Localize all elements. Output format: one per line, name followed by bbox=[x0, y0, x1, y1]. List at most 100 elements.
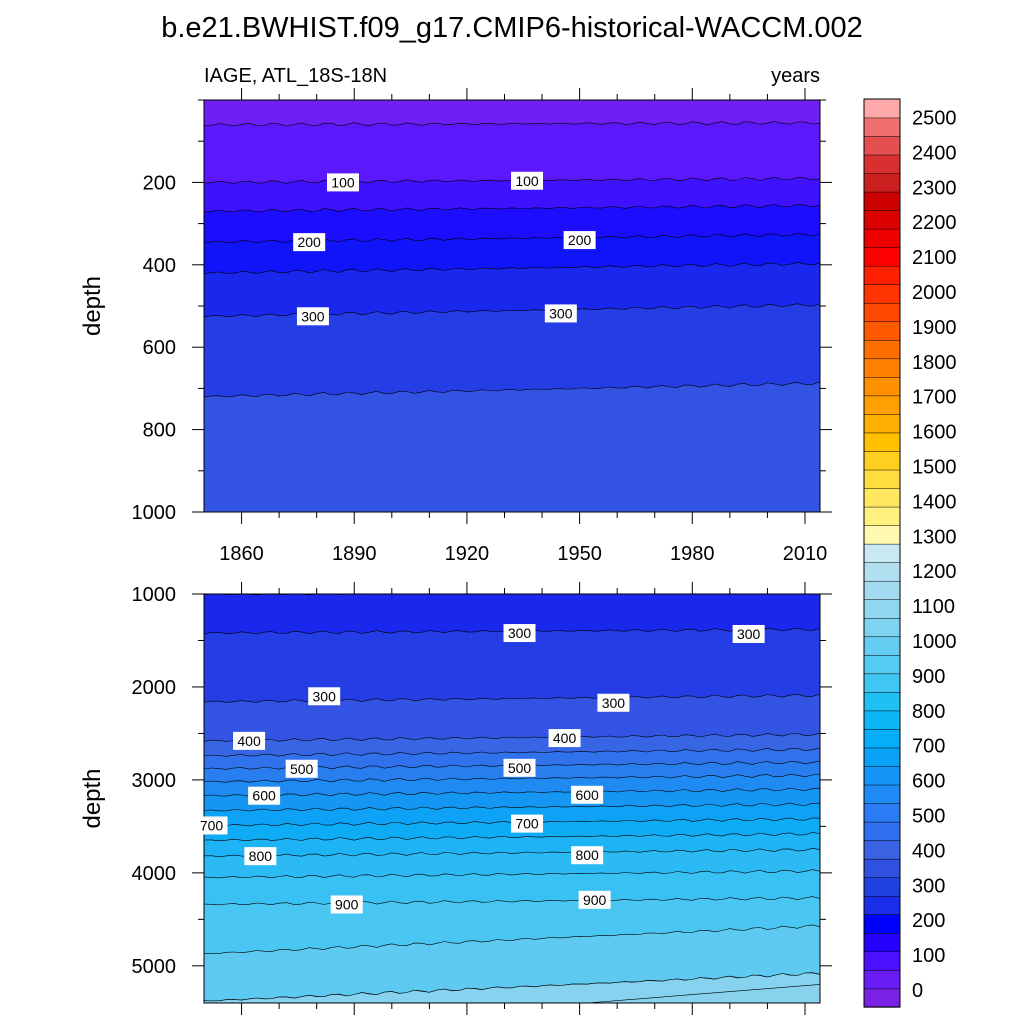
svg-text:500: 500 bbox=[508, 760, 532, 776]
contour-label: 800 bbox=[244, 847, 277, 866]
contour-line bbox=[204, 787, 820, 797]
colorbar-box bbox=[863, 617, 901, 638]
colorbar-box bbox=[863, 506, 901, 526]
contour-label: 500 bbox=[503, 758, 536, 777]
y-tick-label: 3000 bbox=[132, 770, 177, 792]
colorbar-label: 2400 bbox=[912, 142, 957, 164]
colorbar-label: 1600 bbox=[912, 422, 957, 444]
colorbar-box bbox=[863, 135, 901, 156]
colorbar-box bbox=[863, 858, 901, 878]
plot-panels: 200 400 600 800 1000 1860 1890 1920 1950 1980 2010… bbox=[79, 88, 832, 1015]
x-tick-label: 1950 bbox=[557, 543, 602, 565]
contour-line bbox=[204, 802, 820, 812]
colorbar-box bbox=[863, 821, 901, 841]
colorbar-box bbox=[863, 636, 901, 656]
y-tick-label: 600 bbox=[143, 337, 176, 359]
contour-label: 300 bbox=[296, 307, 329, 326]
colorbar-label: 100 bbox=[912, 945, 945, 967]
x-tick-label: 2010 bbox=[783, 543, 828, 565]
colorbar-box bbox=[863, 524, 901, 545]
x-tick-label: 1920 bbox=[445, 543, 490, 565]
contour-label: 300 bbox=[597, 693, 630, 712]
svg-text:900: 900 bbox=[583, 892, 607, 908]
contour-label: 200 bbox=[293, 233, 326, 252]
svg-text:900: 900 bbox=[335, 896, 359, 912]
contour-label: 300 bbox=[308, 687, 341, 706]
colorbar-label: 600 bbox=[912, 771, 945, 793]
colorbar-frame bbox=[863, 98, 901, 1008]
svg-text:100: 100 bbox=[331, 174, 355, 190]
svg-text:300: 300 bbox=[508, 625, 532, 641]
svg-text:200: 200 bbox=[568, 232, 592, 248]
svg-text:300: 300 bbox=[737, 626, 761, 642]
colorbar-box bbox=[863, 914, 901, 934]
contour-line bbox=[204, 896, 820, 906]
units-label: years bbox=[771, 65, 820, 87]
svg-text:300: 300 bbox=[313, 688, 337, 704]
colorbar-label: 1100 bbox=[912, 596, 955, 618]
colorbar-label: 200 bbox=[912, 910, 945, 932]
svg-text:800: 800 bbox=[249, 848, 273, 864]
contour-line bbox=[204, 121, 820, 127]
colorbar-label: 1300 bbox=[912, 526, 957, 548]
colorbar-label: 300 bbox=[912, 875, 945, 897]
colorbar-box bbox=[863, 191, 901, 211]
colorbar-label: 800 bbox=[912, 701, 945, 723]
contour-band bbox=[587, 984, 820, 1003]
colorbar-label: 2000 bbox=[912, 282, 957, 304]
contour-label: 600 bbox=[571, 785, 604, 804]
svg-text:700: 700 bbox=[515, 816, 539, 832]
colorbar-label: 1800 bbox=[912, 352, 957, 374]
contour-line bbox=[204, 732, 820, 742]
contour-line bbox=[204, 261, 820, 275]
colorbar-label: 1400 bbox=[912, 491, 957, 513]
y-tick-label: 800 bbox=[143, 420, 176, 442]
colorbar-box bbox=[863, 284, 901, 304]
contour-label: 800 bbox=[571, 846, 604, 865]
colorbar-label: 1000 bbox=[912, 631, 957, 653]
colorbar-box bbox=[863, 265, 901, 285]
svg-text:400: 400 bbox=[237, 733, 261, 749]
svg-text:600: 600 bbox=[575, 787, 599, 803]
contour-label: 300 bbox=[503, 624, 536, 643]
contour-label: 500 bbox=[285, 759, 318, 778]
colorbar-box bbox=[863, 302, 901, 323]
contour-line bbox=[204, 924, 820, 954]
colorbar-box bbox=[863, 580, 901, 600]
colorbar-box bbox=[863, 765, 901, 786]
plot-frame bbox=[203, 593, 821, 1004]
colorbar-box bbox=[863, 339, 901, 360]
colorbar-box bbox=[863, 895, 901, 915]
y-tick-label: 4000 bbox=[132, 863, 177, 885]
svg-text:600: 600 bbox=[252, 788, 276, 804]
colorbar-label: 2300 bbox=[912, 177, 957, 199]
panel-lower: 1000 2000 3000 4000 5000 depth 300 300 300 300 400… bbox=[79, 582, 832, 1015]
x-tick-label: 1980 bbox=[670, 543, 715, 565]
colorbar-box bbox=[863, 543, 901, 563]
colorbar-label: 2100 bbox=[912, 247, 957, 269]
svg-text:300: 300 bbox=[602, 695, 626, 711]
colorbar-box bbox=[863, 154, 901, 174]
chart-title: b.e21.BWHIST.f09_g17.CMIP6-historical-WA… bbox=[161, 12, 863, 44]
contour-label: 300 bbox=[732, 624, 765, 643]
svg-text:300: 300 bbox=[301, 308, 325, 324]
colorbar: 0 100 200 300 400 500 600 700 800 900 1000 1100 1200… bbox=[863, 98, 957, 1008]
contour-line bbox=[204, 203, 820, 213]
colorbar-label: 500 bbox=[912, 806, 945, 828]
colorbar-label: 2500 bbox=[912, 108, 957, 130]
colorbar-box bbox=[863, 969, 901, 990]
contour-line bbox=[204, 972, 820, 1002]
colorbar-box bbox=[863, 599, 901, 619]
colorbar-label: 900 bbox=[912, 666, 945, 688]
colorbar-box bbox=[863, 710, 901, 730]
y-tick-label: 1000 bbox=[132, 584, 177, 606]
contour-label: 900 bbox=[578, 890, 611, 909]
colorbar-box bbox=[863, 228, 901, 248]
contour-label: 100 bbox=[511, 171, 544, 190]
colorbar-box bbox=[863, 395, 901, 415]
colorbar-label: 700 bbox=[912, 736, 945, 758]
svg-text:700: 700 bbox=[200, 817, 224, 833]
contour-label: 400 bbox=[233, 731, 266, 750]
colorbar-box bbox=[863, 673, 901, 693]
